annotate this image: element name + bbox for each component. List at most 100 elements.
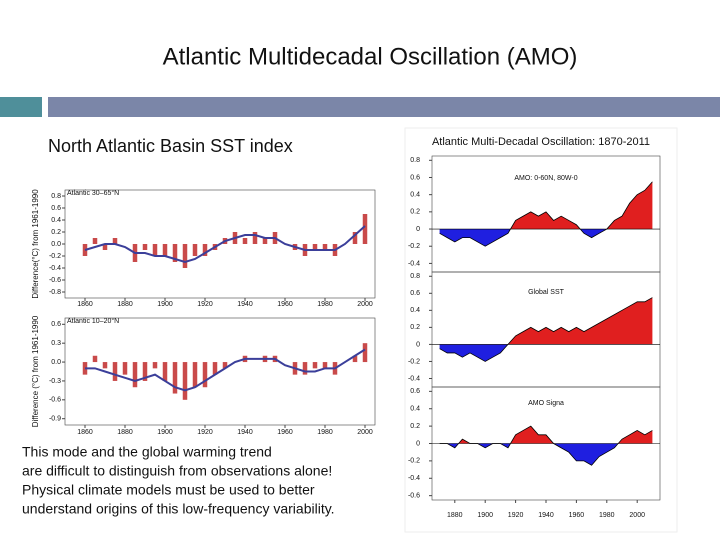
y-tick-label: 0.2 <box>410 209 420 216</box>
bar <box>312 362 318 369</box>
bar <box>152 244 158 256</box>
bar <box>122 362 128 375</box>
header-bar <box>48 97 720 117</box>
y-tick-label: 0.2 <box>410 423 420 430</box>
bar <box>312 244 318 250</box>
bar <box>192 362 198 388</box>
negative-area <box>439 344 508 362</box>
series-line <box>439 297 653 362</box>
panel-title: Global SST <box>528 289 565 296</box>
y-tick-label: 0 <box>416 341 420 348</box>
y-tick-label: -0.4 <box>408 375 420 382</box>
smoothed-line <box>85 348 366 392</box>
bar <box>322 244 328 250</box>
y-tick-label: -0.9 <box>49 416 61 423</box>
bar <box>352 355 358 363</box>
y-tick-label: -0.6 <box>49 277 61 284</box>
bar <box>192 244 198 256</box>
series-line <box>439 181 653 247</box>
panel-title: Atlantic 30–65°N <box>67 189 119 197</box>
body-line: are difficult to distinguish from observ… <box>22 463 332 479</box>
bar <box>242 238 248 244</box>
subtitle: North Atlantic Basin SST index <box>48 136 293 156</box>
x-tick-label: 1920 <box>197 301 213 308</box>
y-axis-title: Difference (°C) from 1961-1990 <box>31 315 40 427</box>
bar <box>252 232 258 244</box>
y-tick-label: 0 <box>416 226 420 233</box>
y-tick-label: -0.6 <box>408 492 420 499</box>
bar <box>202 362 208 388</box>
bar <box>132 362 138 388</box>
bar <box>152 362 158 369</box>
x-tick-label: 2000 <box>357 301 373 308</box>
x-tick-label: 1940 <box>237 301 253 308</box>
bar <box>142 362 148 381</box>
x-tick-label: 1920 <box>197 429 213 436</box>
y-tick-label: 0.4 <box>410 307 420 314</box>
y-tick-label: -0.8 <box>49 289 61 296</box>
bar <box>262 238 268 244</box>
y-tick-label: 0.6 <box>51 321 61 328</box>
positive-area <box>439 181 653 230</box>
y-tick-label: 0.6 <box>410 290 420 297</box>
x-tick-label: 1980 <box>599 512 615 519</box>
bar <box>212 362 218 375</box>
bar <box>322 362 328 369</box>
bar <box>172 362 178 394</box>
body-line: This mode and the global warming trend <box>22 444 272 460</box>
x-tick-label: 1900 <box>157 429 173 436</box>
y-tick-label: 0.8 <box>51 193 61 200</box>
bar <box>92 355 98 363</box>
bar <box>182 244 188 268</box>
panel-title: AMO Signa <box>528 400 564 407</box>
y-tick-label: -0.2 <box>49 253 61 260</box>
x-tick-label: 1880 <box>117 429 133 436</box>
y-tick-label: -0.4 <box>408 260 420 267</box>
x-tick-label: 1860 <box>77 429 93 436</box>
panel-title: Atlantic 10–20°N <box>67 317 119 325</box>
bar <box>362 214 368 244</box>
x-tick-label: 1900 <box>477 512 493 519</box>
y-tick-label: -0.2 <box>408 458 420 465</box>
y-tick-label: -0.2 <box>408 358 420 365</box>
x-tick-label: 1860 <box>77 301 93 308</box>
x-tick-label: 1880 <box>447 512 463 519</box>
positive-area <box>439 426 653 444</box>
y-tick-label: 0.0 <box>51 241 61 248</box>
x-tick-label: 2000 <box>357 429 373 436</box>
y-axis-title: Difference(°C) from 1961-1990 <box>31 189 40 299</box>
x-tick-label: 1880 <box>117 301 133 308</box>
x-tick-label: 2000 <box>629 512 645 519</box>
y-tick-label: -0.2 <box>408 243 420 250</box>
x-tick-label: 1960 <box>277 301 293 308</box>
accent-bar <box>0 97 42 117</box>
bar <box>142 244 148 250</box>
bar <box>302 362 308 375</box>
bar <box>362 343 368 363</box>
y-tick-label: 0.2 <box>51 229 61 236</box>
plot-frame <box>64 317 376 426</box>
negative-area <box>439 229 607 247</box>
y-tick-label: 0.3 <box>51 340 61 347</box>
bar <box>162 244 168 256</box>
y-tick-label: 0 <box>416 440 420 447</box>
x-tick-label: 1920 <box>508 512 524 519</box>
y-tick-label: -0.6 <box>49 397 61 404</box>
bar <box>162 362 168 381</box>
negative-area <box>439 443 653 466</box>
body-line: Physical climate models must be used to … <box>22 482 315 498</box>
y-tick-label: 0.4 <box>51 217 61 224</box>
y-tick-label: 0.6 <box>410 174 420 181</box>
y-tick-label: 0.8 <box>410 157 420 164</box>
bar <box>102 244 108 250</box>
bar <box>182 362 188 400</box>
y-tick-label: -0.3 <box>49 378 61 385</box>
bar <box>202 244 208 256</box>
body-line: understand origins of this low-frequency… <box>22 501 335 517</box>
bar <box>92 238 98 244</box>
y-tick-label: 0.6 <box>51 205 61 212</box>
positive-area <box>439 297 653 345</box>
y-tick-label: 0.6 <box>410 388 420 395</box>
x-tick-label: 1980 <box>317 301 333 308</box>
